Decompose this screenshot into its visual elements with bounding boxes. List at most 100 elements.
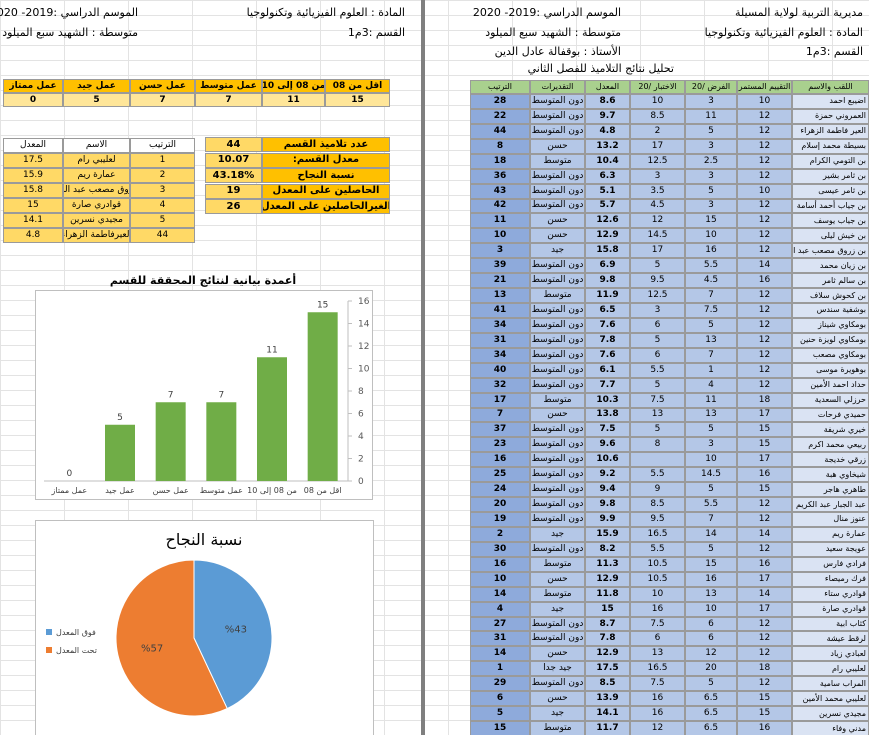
y-tick-label: 6 (358, 410, 364, 420)
table-cell: 8.2 (585, 541, 630, 557)
table-cell: 12 (737, 243, 792, 259)
table-cell: 12.5 (630, 153, 685, 169)
ranking-header: الاسم (63, 138, 130, 153)
table-cell: 15 (470, 721, 530, 735)
y-tick-label: 8 (358, 387, 364, 397)
table-cell: 42 (470, 198, 530, 214)
table-cell: 16 (630, 691, 685, 707)
table-cell: 18 (737, 392, 792, 408)
table-cell: 7.5 (685, 303, 737, 318)
table-cell: 16 (737, 273, 792, 289)
student-name: بن سالم ثامر (792, 273, 869, 289)
table-cell: 13 (685, 407, 737, 423)
data-label: 5 (117, 413, 123, 423)
table-cell: 13 (685, 332, 737, 348)
table-cell (630, 452, 685, 468)
table-cell: 24 (470, 482, 530, 498)
data-label: 11 (266, 345, 277, 355)
table-cell: 16 (737, 467, 792, 483)
table-cell: 7.8 (585, 332, 630, 348)
table-cell: 7.6 (585, 317, 630, 333)
table-cell: 15.8 (585, 243, 630, 259)
table-cell: 17 (630, 243, 685, 259)
table-cell: 8 (630, 437, 685, 453)
table-cell: 12.9 (585, 228, 630, 244)
student-name: بوشفية سندس (792, 303, 869, 318)
bar-chart-svg: 0 2 4 6 8 10 12 14 16 0 عمل ممتاز 5 عمل جيد 7 عمل حسن 7… (44, 297, 370, 496)
table-cell: دون المتوسط (530, 452, 585, 468)
table-cell: 11.3 (585, 556, 630, 572)
table-cell: 10 (470, 228, 530, 244)
table-cell: دون المتوسط (530, 437, 585, 453)
table-cell: دون المتوسط (530, 168, 585, 184)
table-cell: 10.4 (585, 153, 630, 169)
table-cell: 5.1 (585, 183, 630, 199)
table-cell: 12 (737, 377, 792, 393)
table-cell: 14 (470, 646, 530, 662)
pie-slice (193, 559, 273, 710)
student-name: بن خيش ليلى (792, 228, 869, 244)
school-label: متوسطة : الشهيد سبع الميلود (2, 26, 138, 39)
student-name: فرك رميصاء (792, 571, 869, 587)
right-sheet: مديرية التربية لولاية المسيلة الموسم الدر… (425, 0, 869, 735)
table-cell: حسن (530, 646, 585, 662)
table-cell: 37 (470, 422, 530, 438)
left-sheet: المادة : العلوم الفيزيائية وتكنولوجيا الم… (0, 0, 420, 735)
table-cell: 10.6 (585, 452, 630, 468)
table-header: الترتيب (470, 80, 530, 94)
table-cell: 12 (737, 616, 792, 632)
table-cell: 16.5 (630, 526, 685, 542)
table-cell: 11 (685, 108, 737, 124)
table-cell: 15 (685, 213, 737, 229)
table-cell: 25 (470, 467, 530, 483)
student-name: بن التومي الكرام (792, 153, 869, 169)
table-cell: 6.5 (585, 303, 630, 318)
student-name: حداد احمد الأمين (792, 377, 869, 393)
table-cell: 12 (737, 676, 792, 692)
table-cell: 9.5 (630, 512, 685, 527)
table-cell: 6 (630, 317, 685, 333)
student-name: عمارة ريم (792, 526, 869, 542)
table-cell: دون المتوسط (530, 467, 585, 483)
table-cell: حسن (530, 571, 585, 587)
school-label: متوسطة : الشهيد سبع الميلود (485, 26, 621, 39)
student-name: بن جياب يوسف (792, 213, 869, 229)
table-cell: 14.5 (630, 228, 685, 244)
table-cell: 22 (470, 108, 530, 124)
table-cell: 13 (630, 407, 685, 423)
table-cell: 17 (470, 392, 530, 408)
y-tick-label: 16 (358, 297, 370, 307)
ranking-cell: عمارة ريم (63, 168, 130, 183)
table-cell: 1 (685, 362, 737, 378)
table-cell: 12.9 (585, 646, 630, 662)
ranking-cell: 17.5 (3, 153, 63, 168)
table-cell: 6 (470, 691, 530, 707)
table-cell: 14 (470, 586, 530, 602)
student-name: اضيبع احمد (792, 94, 869, 109)
table-cell: 18 (470, 153, 530, 169)
subject-label: المادة : العلوم الفيزيائية وتكنولوجيا (704, 26, 863, 39)
pie-chart: نسبة النجاح %43 فوق المعدل %57 تحت المعدل (35, 520, 374, 735)
table-cell: 5 (685, 123, 737, 139)
table-cell: متوسط (530, 392, 585, 408)
table-cell: 5.5 (685, 258, 737, 274)
table-cell: 17 (737, 452, 792, 468)
bar-chart: 0 2 4 6 8 10 12 14 16 0 عمل ممتاز 5 عمل جيد 7 عمل حسن 7… (35, 290, 373, 500)
table-cell: 10.5 (630, 556, 685, 572)
table-cell: 44 (470, 123, 530, 139)
table-cell: 15 (737, 437, 792, 453)
table-header: الفرض /20 (685, 80, 737, 94)
table-cell: 16 (470, 556, 530, 572)
y-tick-label: 12 (358, 342, 369, 352)
stat-value: 10.07 (205, 152, 262, 168)
table-cell: 13.8 (585, 407, 630, 423)
student-name: عبد الجبار عبد الكريم (792, 497, 869, 513)
table-cell: 28 (470, 94, 530, 109)
legend-label: تحت المعدل (56, 646, 97, 655)
table-cell: 5 (685, 482, 737, 498)
table-cell: 13.2 (585, 138, 630, 154)
pie-chart-svg: نسبة النجاح %43 فوق المعدل %57 تحت المعدل (46, 530, 273, 717)
y-tick-label: 4 (358, 432, 364, 442)
table-cell: 7.6 (585, 347, 630, 363)
student-name: زرقي خديجة (792, 452, 869, 468)
